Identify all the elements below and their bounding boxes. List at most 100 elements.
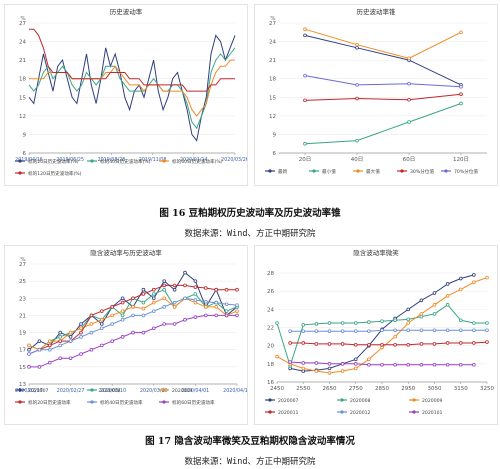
data-point [393,342,397,347]
y-tick-label: 22 [267,326,274,332]
data-point [100,326,104,331]
data-point [100,322,104,326]
y-tick-label: 24 [267,307,274,313]
data-point [472,341,476,345]
fig16-source: 数据来源：Wind、方正中期研究院 [184,229,316,239]
legend-label: 2020008 [100,388,121,394]
data-point [193,285,198,289]
data-point [152,296,156,301]
data-point [183,317,187,322]
data-point [100,317,104,322]
legend-marker [400,169,404,173]
data-point [27,365,31,369]
data-point [472,280,476,284]
data-point [380,362,384,367]
chart-title: 隐含波动率微笑 [353,248,399,257]
data-point [89,330,94,335]
data-point [393,328,397,333]
x-tick-label: 2020/03/20 [140,388,168,394]
y-tick-label: 24 [19,40,26,46]
data-point [58,339,62,343]
series-line-5 [290,329,487,332]
data-point [327,366,332,371]
data-point [301,366,306,371]
data-point [303,33,307,38]
legend-label: 标的60日历史波动率(%) [172,158,223,165]
data-point [183,270,187,275]
data-point [235,313,239,318]
legend-label: 2020008 [350,398,371,404]
data-point [131,305,135,309]
x-tick-label: 2019/11/08 [139,157,167,163]
x-tick-label: 120日 [453,156,469,163]
x-tick-label: 3250 [480,386,494,392]
data-point [472,328,476,333]
x-tick-label: 2450 [270,386,284,392]
x-tick-label: 2020/01/14 [180,157,208,163]
x-tick-label: 2019/04/16 [15,157,43,163]
data-point [327,329,332,333]
legend-label: 2020009 [422,398,443,404]
iv-hv-panel: 隐含波动率与历史波动率% 13 15 17 19 21 23 25 27 2020/02/17 20… [4,245,248,425]
y-tick-label: 23 [19,296,26,302]
series-line-3 [304,28,462,59]
legend-marker [412,398,416,402]
data-point [458,287,463,292]
data-point [172,283,177,288]
legend-label: 2020101 [422,410,443,416]
data-point [193,292,198,296]
y-tick-label: 12 [269,114,276,120]
data-point [131,296,135,301]
y-tick-label: 9 [23,132,27,138]
data-point [214,313,219,318]
data-point [288,360,292,364]
data-point [314,342,319,346]
x-tick-label: 2020/02/27 [57,388,85,394]
data-point [355,42,359,47]
data-point [419,342,424,346]
y-tick-label: 15 [19,365,26,371]
hv-cone-panel: 历史波动率锥% 6 9 12 15 18 21 24 27 20日 40日 60日 120日 最新 最小值 最… [254,4,498,186]
y-tick-label: 15 [269,95,276,101]
y-unit-label: % [270,16,275,22]
legend-label: 2020012 [350,410,371,416]
data-point [327,342,332,346]
data-point [406,321,411,325]
y-tick-label: 6 [273,151,277,157]
data-point [406,307,411,312]
data-point [458,318,463,323]
data-point [120,296,125,301]
data-point [459,30,463,35]
data-point [314,322,319,326]
y-tick-label: 6 [23,151,27,157]
data-point [459,84,463,89]
data-point [131,330,135,335]
data-point [120,317,125,322]
data-point [445,362,450,367]
y-tick-label: 18 [19,77,26,83]
legend-marker [18,388,22,392]
legend-label: 最小值 [322,168,336,175]
series-line-3 [276,277,488,374]
chart-title: 隐含波动率与历史波动率 [90,248,162,257]
data-point [301,341,306,345]
data-point [340,342,345,346]
x-tick-label: 3050 [428,386,442,392]
data-point [141,313,146,318]
data-point [162,296,167,301]
legend-label: 最新 [278,168,288,175]
data-point [355,45,359,50]
legend-marker [340,410,344,414]
data-point [458,362,463,367]
x-tick-label: 20日 [299,156,312,163]
chart-title: 历史波动率锥 [357,7,397,16]
data-point [162,287,167,292]
data-point [79,335,83,339]
data-point [204,305,208,309]
hv-ts-panel: 历史波动率% 6 9 12 15 18 21 24 27 2019/04/16 2019/06/25… [4,4,248,186]
data-point [120,313,125,318]
y-tick-label: 27 [269,21,276,27]
data-point [406,362,411,367]
y-tick-label: 21 [19,313,26,319]
data-point [224,287,229,292]
